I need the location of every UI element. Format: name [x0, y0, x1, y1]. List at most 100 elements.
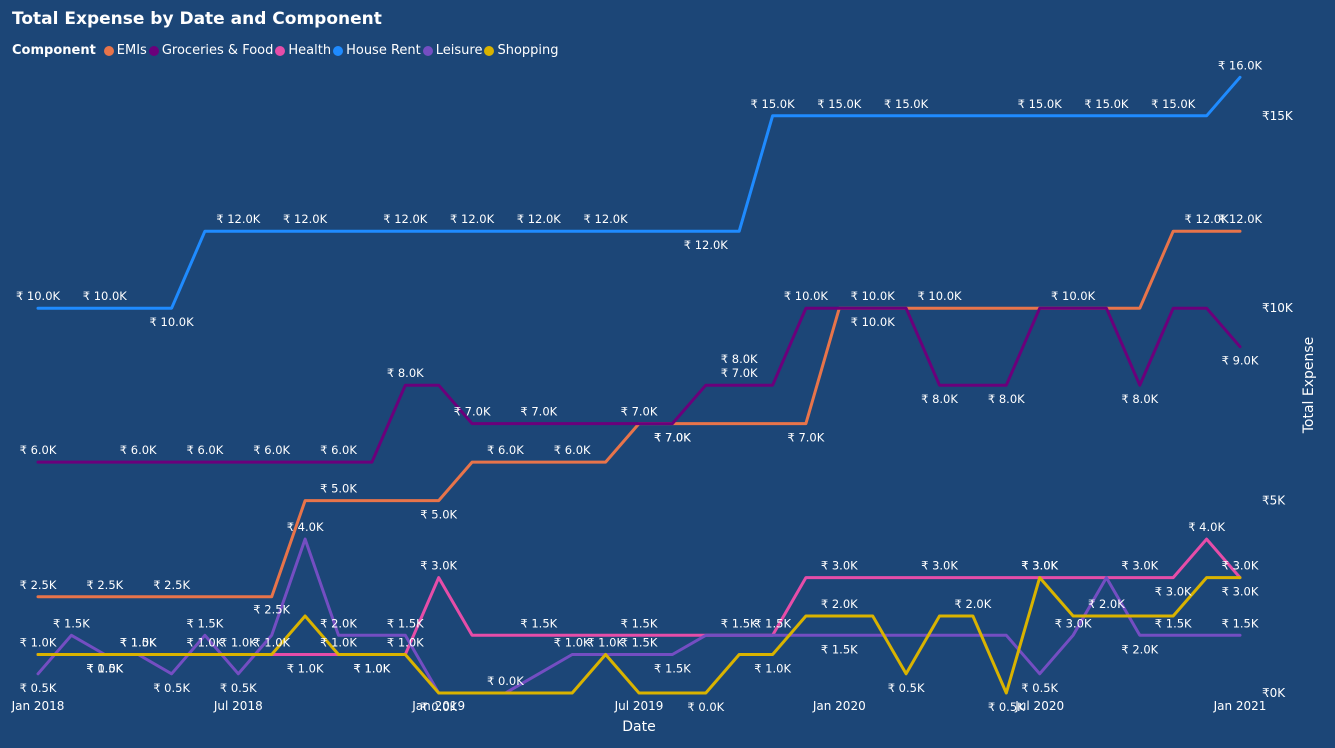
data-label: ₹ 0.5K [220, 681, 257, 695]
data-label: ₹ 10.0K [83, 289, 128, 303]
data-label: ₹ 2.0K [821, 597, 858, 611]
data-label: ₹ 5.0K [320, 482, 357, 496]
data-label: ₹ 3.0K [1021, 559, 1058, 573]
data-label: ₹ 2.0K [320, 616, 357, 630]
data-label: ₹ 0.5K [1021, 681, 1058, 695]
data-label: ₹ 3.0K [1222, 585, 1259, 599]
data-label: ₹ 6.0K [20, 443, 57, 457]
series-line-leisure [36, 537, 1242, 695]
data-label: ₹ 3.0K [1222, 559, 1259, 573]
data-label: ₹ 1.0K [587, 636, 624, 650]
legend-item-health[interactable]: Health [275, 43, 331, 58]
data-label: ₹ 7.0K [787, 431, 824, 445]
data-label: ₹ 3.0K [821, 559, 858, 573]
series-line-shopping [36, 576, 1242, 695]
data-label: ₹ 1.0K [120, 636, 157, 650]
data-label: ₹ 0.0K [487, 674, 524, 688]
series-line-house-rent [36, 75, 1242, 310]
data-label: ₹ 0.5K [888, 681, 925, 695]
legend-marker [484, 45, 495, 56]
data-label: ₹ 7.0K [654, 431, 691, 445]
legend-label: EMIs [116, 43, 147, 58]
legend-title: Component [12, 43, 96, 58]
data-label: ₹ 15.0K [1084, 97, 1129, 111]
data-label: ₹ 4.0K [1188, 520, 1225, 534]
data-label: ₹ 6.0K [487, 443, 524, 457]
y-tick-label: ₹10K [1262, 301, 1294, 315]
data-label: ₹ 2.5K [253, 602, 290, 616]
data-label: ₹ 12.0K [517, 212, 562, 226]
data-label: ₹ 10.0K [917, 289, 962, 303]
legend-items: EMIs Groceries & Food Health House Rent Leis… [103, 43, 561, 58]
data-label: ₹ 1.5K [1155, 616, 1192, 630]
data-label: ₹ 1.0K [253, 636, 290, 650]
x-tick-label: Jan 2020 [812, 699, 866, 713]
data-label: ₹ 6.0K [253, 443, 290, 457]
data-label: ₹ 1.5K [53, 616, 90, 630]
data-label: ₹ 10.0K [851, 289, 896, 303]
data-label: ₹ 1.5K [120, 636, 157, 650]
data-label: ₹ 7.0K [654, 431, 691, 445]
data-label: ₹ 1.5K [621, 636, 658, 650]
data-label: ₹ 2.5K [20, 578, 57, 592]
legend-label: House Rent [346, 43, 421, 58]
data-label: ₹ 3.0K [1055, 616, 1092, 630]
data-label: ₹ 7.0K [454, 405, 491, 419]
data-label: ₹ 8.0K [721, 352, 758, 366]
data-label: ₹ 5.0K [420, 508, 457, 522]
y-tick-label: ₹0K [1262, 686, 1286, 700]
x-tick-label: Jul 2018 [213, 699, 263, 713]
data-label: ₹ 2.5K [86, 578, 123, 592]
data-label: ₹ 1.5K [1222, 616, 1259, 630]
data-label: ₹ 4.0K [287, 520, 324, 534]
data-label: ₹ 1.5K [387, 616, 424, 630]
data-label: ₹ 9.0K [1222, 354, 1259, 368]
data-label: ₹ 12.0K [450, 212, 495, 226]
legend-label: Groceries & Food [161, 43, 274, 58]
legend-item-groceries-food[interactable]: Groceries & Food [148, 43, 274, 58]
legend-item-emis[interactable]: EMIs [103, 43, 147, 58]
data-label: ₹ 1.0K [186, 636, 223, 650]
data-label: ₹ 6.0K [554, 443, 591, 457]
data-label: ₹ 1.5K [621, 616, 658, 630]
data-label: ₹ 1.0K [754, 662, 791, 676]
data-label: ₹ 12.0K [383, 212, 428, 226]
legend-item-house-rent[interactable]: House Rent [333, 43, 421, 58]
data-label: ₹ 3.0K [1121, 559, 1158, 573]
data-label: ₹ 0.0K [687, 700, 724, 714]
x-tick-label: Jan 2021 [1213, 699, 1267, 713]
data-label: ₹ 0.5K [86, 662, 123, 676]
data-label: ₹ 1.0K [20, 636, 57, 650]
data-label: ₹ 3.0K [921, 559, 958, 573]
data-label: ₹ 6.0K [186, 443, 223, 457]
legend-marker [422, 45, 433, 56]
data-label: ₹ 8.0K [988, 392, 1025, 406]
data-label: ₹ 1.0K [554, 636, 591, 650]
legend-label: Leisure [435, 43, 483, 58]
data-label: ₹ 1.5K [721, 616, 758, 630]
data-label: ₹ 1.0K [86, 662, 123, 676]
series-line-groceries-food [36, 306, 1242, 464]
x-tick-label: Jan 2019 [411, 699, 465, 713]
data-label: ₹ 15.0K [884, 97, 929, 111]
data-label: ₹ 7.0K [721, 366, 758, 380]
y-tick-label: ₹15K [1262, 109, 1294, 123]
data-label: ₹ 8.0K [921, 392, 958, 406]
data-label: ₹ 10.0K [150, 315, 195, 329]
x-tick-label: Jul 2019 [614, 699, 664, 713]
data-label: ₹ 12.0K [1218, 212, 1263, 226]
legend-item-shopping[interactable]: Shopping [484, 43, 559, 58]
legend-item-leisure[interactable]: Leisure [422, 43, 483, 58]
data-label: ₹ 2.0K [1088, 597, 1125, 611]
legend-marker [103, 45, 114, 56]
data-label: ₹ 8.0K [387, 366, 424, 380]
data-label: ₹ 1.0K [287, 662, 324, 676]
data-label: ₹ 1.0K [220, 636, 257, 650]
x-tick-label: Jan 2018 [11, 699, 65, 713]
data-label: ₹ 16.0K [1218, 58, 1263, 72]
data-label: ₹ 8.0K [1121, 392, 1158, 406]
x-axis-title: Date [622, 719, 655, 735]
data-label: ₹ 0.5K [20, 681, 57, 695]
data-label: ₹ 15.0K [751, 97, 796, 111]
data-label: ₹ 3.0K [420, 559, 457, 573]
